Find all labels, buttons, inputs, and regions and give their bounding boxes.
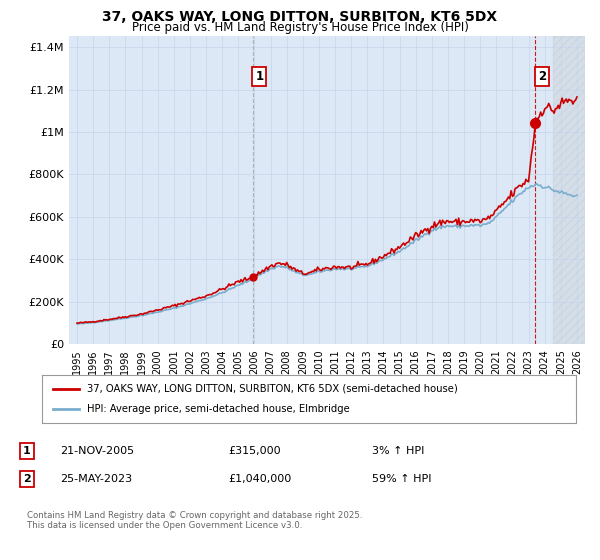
- Text: 37, OAKS WAY, LONG DITTON, SURBITON, KT6 5DX: 37, OAKS WAY, LONG DITTON, SURBITON, KT6…: [103, 10, 497, 24]
- Text: 1: 1: [23, 446, 31, 456]
- Text: £315,000: £315,000: [228, 446, 281, 456]
- Text: 21-NOV-2005: 21-NOV-2005: [60, 446, 134, 456]
- Text: HPI: Average price, semi-detached house, Elmbridge: HPI: Average price, semi-detached house,…: [88, 404, 350, 414]
- Text: 1: 1: [255, 70, 263, 83]
- Bar: [553, 36, 585, 344]
- Bar: [553, 36, 585, 344]
- Text: 59% ↑ HPI: 59% ↑ HPI: [372, 474, 431, 484]
- Text: Contains HM Land Registry data © Crown copyright and database right 2025.
This d: Contains HM Land Registry data © Crown c…: [27, 511, 362, 530]
- Text: 2: 2: [23, 474, 31, 484]
- Text: 2: 2: [538, 70, 546, 83]
- Text: Price paid vs. HM Land Registry's House Price Index (HPI): Price paid vs. HM Land Registry's House …: [131, 21, 469, 34]
- Text: 3% ↑ HPI: 3% ↑ HPI: [372, 446, 424, 456]
- Text: 37, OAKS WAY, LONG DITTON, SURBITON, KT6 5DX (semi-detached house): 37, OAKS WAY, LONG DITTON, SURBITON, KT6…: [88, 384, 458, 394]
- Text: £1,040,000: £1,040,000: [228, 474, 291, 484]
- Text: 25-MAY-2023: 25-MAY-2023: [60, 474, 132, 484]
